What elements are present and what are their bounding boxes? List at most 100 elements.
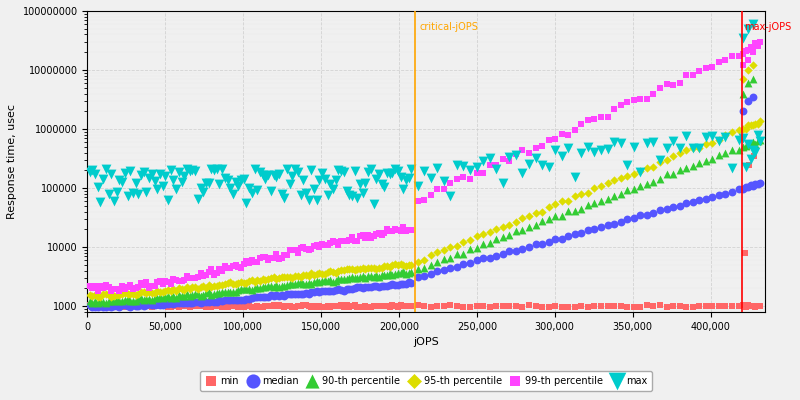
median: [351, 284, 364, 290]
median: [94, 302, 107, 308]
median: [399, 281, 412, 288]
median: [221, 296, 234, 303]
95-th percentile: [362, 265, 374, 271]
90-th percentile: [378, 272, 390, 278]
90-th percentile: [289, 280, 302, 287]
median: [726, 189, 738, 195]
median: [549, 236, 562, 242]
99-th percentile: [529, 144, 542, 151]
99-th percentile: [381, 226, 394, 232]
90-th percentile: [706, 156, 718, 162]
median: [194, 300, 207, 306]
95-th percentile: [224, 279, 237, 286]
95-th percentile: [197, 283, 210, 290]
90-th percentile: [522, 224, 535, 230]
95-th percentile: [444, 243, 457, 250]
max: [316, 170, 329, 176]
min: [321, 303, 334, 309]
90-th percentile: [749, 140, 762, 147]
90-th percentile: [737, 144, 750, 151]
median: [386, 281, 399, 288]
90-th percentile: [739, 143, 752, 149]
median: [86, 304, 98, 310]
min: [477, 303, 490, 310]
99-th percentile: [189, 274, 202, 281]
90-th percentile: [186, 292, 199, 298]
max: [186, 166, 199, 173]
99-th percentile: [749, 40, 762, 46]
90-th percentile: [529, 222, 542, 228]
90-th percentile: [170, 294, 182, 301]
99-th percentile: [477, 170, 490, 176]
90-th percentile: [189, 291, 202, 298]
min: [373, 302, 386, 309]
95-th percentile: [251, 276, 264, 283]
95-th percentile: [338, 267, 350, 274]
95-th percentile: [121, 291, 134, 297]
90-th percentile: [397, 268, 410, 275]
median: [354, 284, 366, 290]
95-th percentile: [529, 209, 542, 216]
min: [97, 303, 110, 309]
95-th percentile: [356, 264, 369, 271]
max: [381, 170, 394, 176]
max: [510, 152, 522, 158]
min: [89, 304, 102, 310]
90-th percentile: [686, 162, 699, 169]
median: [562, 233, 574, 240]
90-th percentile: [197, 291, 210, 298]
95-th percentile: [389, 261, 402, 268]
median: [324, 288, 337, 295]
95-th percentile: [470, 233, 483, 240]
max: [726, 164, 738, 171]
95-th percentile: [516, 215, 529, 222]
max: [334, 168, 347, 174]
99-th percentile: [746, 46, 759, 52]
max: [737, 135, 750, 142]
median: [251, 294, 264, 300]
99-th percentile: [321, 242, 334, 248]
95-th percentile: [218, 281, 231, 287]
95-th percentile: [294, 273, 307, 280]
99-th percentile: [170, 276, 182, 283]
max: [265, 188, 278, 194]
min: [713, 302, 726, 309]
95-th percentile: [588, 184, 601, 191]
max: [105, 170, 118, 177]
median: [234, 297, 247, 303]
99-th percentile: [126, 286, 139, 292]
99-th percentile: [305, 246, 318, 252]
99-th percentile: [281, 252, 294, 258]
median: [164, 300, 177, 307]
median: [594, 223, 607, 230]
max: [746, 147, 759, 153]
max: [351, 195, 364, 202]
95-th percentile: [240, 280, 253, 286]
90-th percentile: [351, 274, 364, 281]
min: [431, 303, 444, 309]
90-th percentile: [457, 250, 470, 257]
95-th percentile: [154, 288, 166, 295]
95-th percentile: [234, 279, 247, 286]
min: [582, 304, 594, 310]
90-th percentile: [124, 298, 137, 304]
max: [348, 168, 361, 174]
median: [582, 227, 594, 233]
90-th percentile: [751, 138, 764, 144]
min: [189, 303, 202, 309]
90-th percentile: [138, 296, 150, 303]
min: [555, 303, 568, 310]
min: [719, 302, 732, 309]
max: [270, 174, 282, 180]
90-th percentile: [216, 289, 229, 295]
max: [641, 140, 654, 146]
99-th percentile: [164, 281, 177, 287]
90-th percentile: [142, 296, 155, 303]
min: [674, 303, 686, 310]
max: [693, 145, 706, 151]
min: [418, 303, 430, 310]
99-th percentile: [94, 283, 107, 289]
90-th percentile: [240, 286, 253, 292]
99-th percentile: [549, 136, 562, 143]
99-th percentile: [102, 284, 115, 290]
